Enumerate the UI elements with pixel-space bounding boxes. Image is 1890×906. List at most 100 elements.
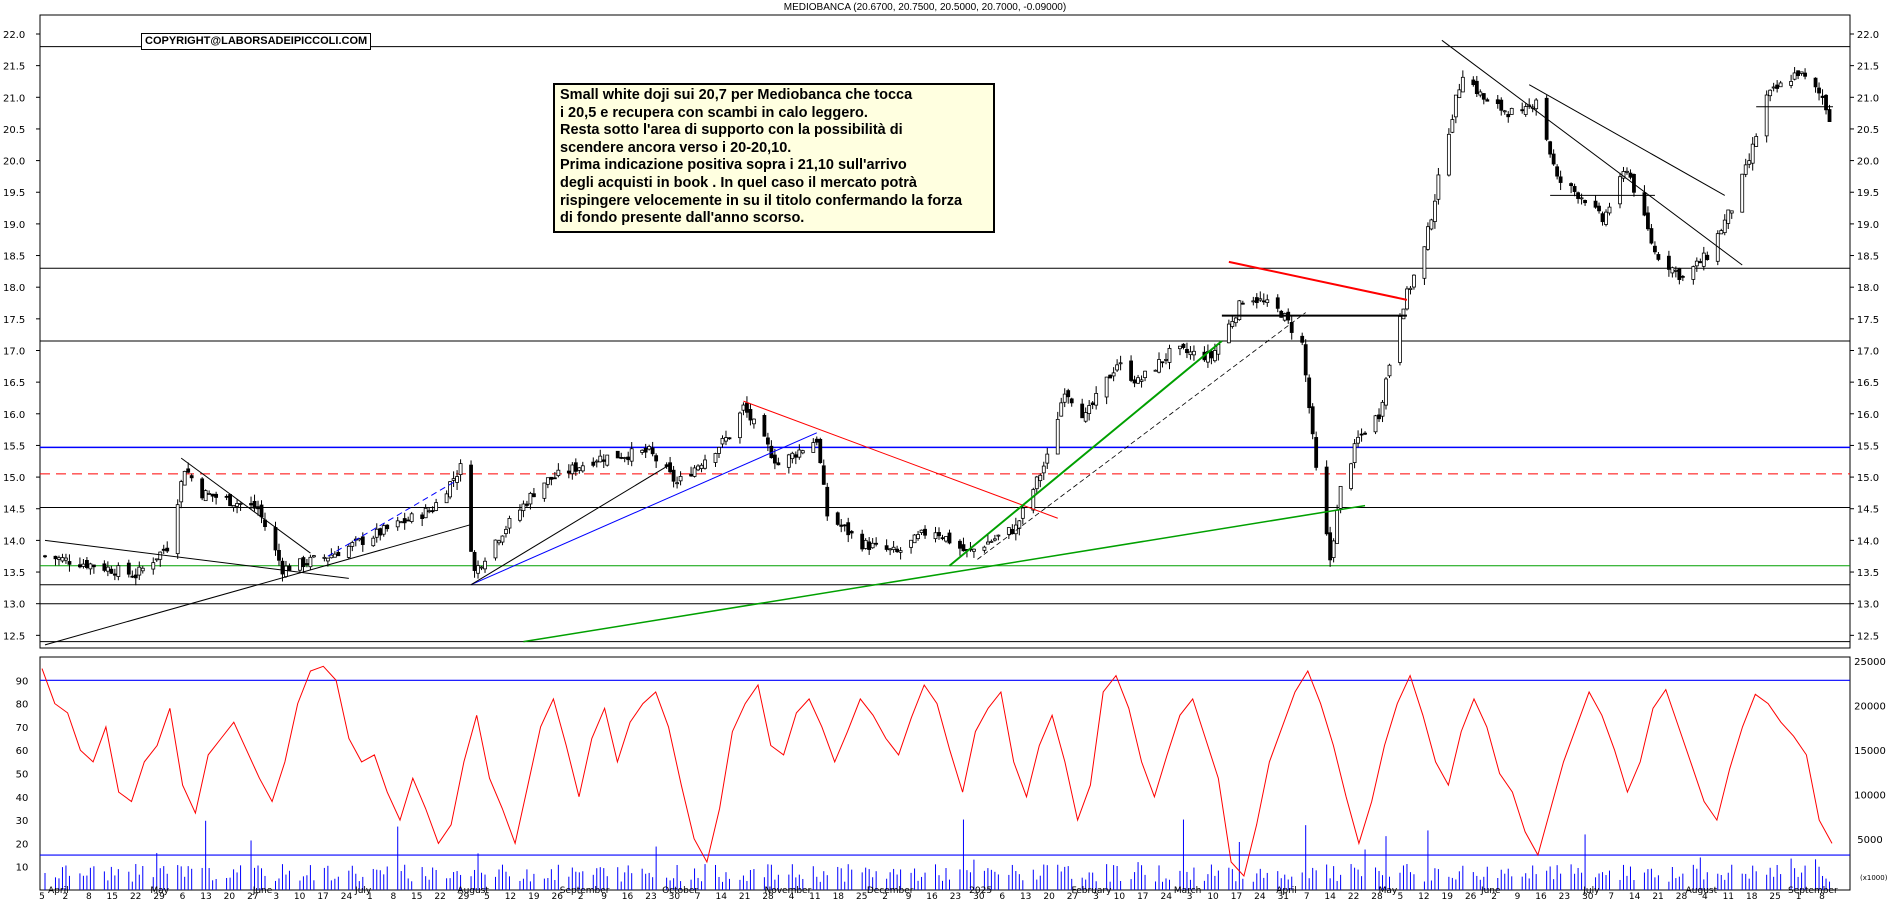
candle-body — [909, 539, 913, 548]
candle-body — [1625, 170, 1629, 173]
price-tick-right: 21.5 — [1857, 62, 1879, 73]
x-day-label: 28 — [1371, 892, 1383, 902]
candle-body — [888, 548, 893, 551]
candle-body — [1160, 361, 1165, 364]
candle-body — [374, 528, 379, 538]
candle-body — [483, 560, 487, 570]
candle-body — [849, 531, 854, 534]
price-tick-left: 18.0 — [3, 283, 25, 294]
candle-body — [594, 460, 599, 463]
candle-body — [772, 454, 777, 464]
candle-body — [1523, 106, 1528, 115]
candle-body — [158, 551, 163, 560]
x-day-label: 24 — [1160, 892, 1172, 902]
candle-body — [1593, 200, 1598, 208]
oscillator-tick: 70 — [16, 723, 29, 734]
note-line: scendere ancora verso i 20-20,10. — [560, 139, 792, 156]
candle-body — [1111, 372, 1116, 377]
candle-body — [126, 562, 131, 575]
candle-body — [1310, 406, 1315, 435]
price-tick-right: 18.5 — [1857, 252, 1879, 263]
x-day-label: 7 — [695, 892, 701, 902]
candle-body — [133, 574, 138, 579]
candle-body — [1698, 261, 1703, 264]
candle-body — [88, 563, 93, 570]
candle-body — [1066, 390, 1071, 398]
candle-body — [336, 551, 341, 557]
candle-body — [402, 518, 407, 524]
x-day-label: 17 — [317, 892, 328, 902]
x-day-label: 17 — [1231, 892, 1242, 902]
candle-body — [1282, 313, 1287, 321]
candle-body — [1820, 95, 1825, 98]
price-tick-left: 16.0 — [3, 410, 25, 421]
candle-body — [1164, 359, 1168, 361]
candle-body — [846, 522, 851, 536]
candle-body — [545, 477, 550, 485]
candle-body — [1034, 476, 1039, 490]
volume-tick: 15000 — [1854, 746, 1886, 757]
x-day-label: 21 — [739, 892, 750, 902]
candle-body — [1300, 335, 1305, 343]
candle-body — [1139, 379, 1144, 382]
candle-body — [1778, 82, 1783, 88]
volume-tick: 10000 — [1854, 791, 1886, 802]
candle-body — [703, 459, 707, 469]
candle-body — [85, 560, 89, 568]
x-day-label: 22 — [1348, 892, 1359, 902]
candle-body — [273, 527, 278, 551]
x-day-label: 19 — [1442, 892, 1454, 902]
candle-body — [1457, 89, 1462, 99]
trendline — [470, 464, 671, 586]
candle-body — [724, 437, 728, 442]
candle-body — [1010, 529, 1015, 535]
x-day-label: 14 — [1324, 892, 1336, 902]
x-day-label: 31 — [1278, 892, 1289, 902]
candle-body — [1153, 369, 1158, 372]
candle-body — [916, 534, 920, 539]
note-line: di fondo presente dall'anno scorso. — [560, 210, 805, 227]
x-day-label: 5 — [39, 892, 45, 902]
x-month-label: July — [354, 886, 372, 896]
price-tick-left: 13.0 — [3, 600, 25, 611]
candle-body — [556, 469, 561, 477]
copyright-label: COPYRIGHT@LABORSADEIPICCOLI.COM — [141, 33, 372, 50]
candle-body — [1775, 84, 1780, 89]
price-tick-left: 17.5 — [3, 315, 25, 326]
x-day-label: 1 — [367, 892, 373, 902]
candle-body — [305, 563, 309, 565]
candle-body — [1104, 376, 1109, 398]
candle-body — [1429, 219, 1434, 230]
candle-body — [1209, 350, 1214, 359]
candle-body — [923, 528, 927, 536]
candle-body — [249, 503, 253, 506]
candle-body — [1083, 412, 1088, 422]
candle-body — [626, 456, 631, 461]
x-month-label: May — [1379, 886, 1398, 896]
candle-body — [378, 528, 383, 536]
candle-body — [678, 476, 683, 482]
candle-body — [1509, 107, 1514, 115]
oscillator-series-line — [41, 665, 1833, 878]
candle-body — [870, 542, 875, 549]
x-day-label: 19 — [528, 892, 540, 902]
oscillator-tick: 80 — [16, 700, 29, 711]
candle-body — [479, 566, 484, 569]
x-day-label: 18 — [833, 892, 845, 902]
candle-body — [60, 557, 65, 562]
x-day-label: 30 — [1582, 892, 1594, 902]
candle-body — [130, 575, 135, 578]
price-tick-right: 20.5 — [1857, 125, 1879, 136]
candle-body — [1705, 254, 1710, 260]
candle-body — [165, 547, 170, 552]
candle-body — [972, 548, 976, 552]
candle-body — [1750, 143, 1755, 164]
candle-body — [504, 528, 508, 535]
candle-body — [1502, 110, 1507, 113]
price-tick-left: 12.5 — [3, 631, 25, 642]
candle-body — [937, 532, 941, 537]
candle-body — [1331, 540, 1336, 558]
candle-body — [395, 520, 400, 528]
candle-body — [566, 470, 571, 474]
x-day-label: 12 — [1418, 892, 1429, 902]
